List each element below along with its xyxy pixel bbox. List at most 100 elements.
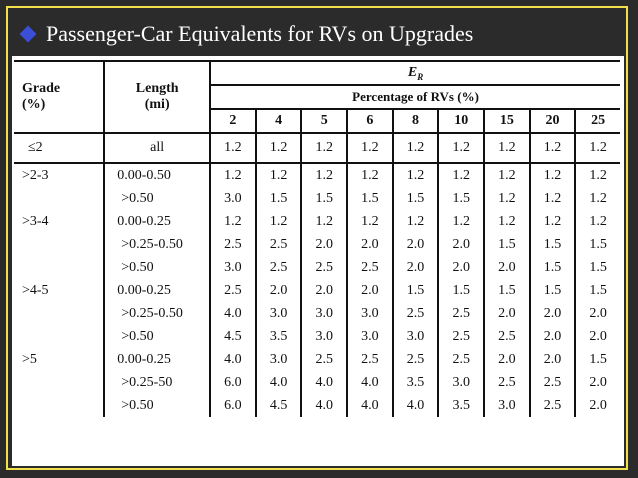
- value-cell: 3.0: [391, 325, 439, 348]
- value-cell: 1.2: [346, 133, 393, 163]
- value-cell: 4.0: [300, 394, 348, 417]
- value-cell: 2.0: [346, 279, 393, 302]
- grade-cell: ≤2: [28, 140, 43, 155]
- value-cell: 1.2: [391, 133, 439, 163]
- value-cell: 2.0: [391, 256, 439, 279]
- value-cell: 3.5: [391, 371, 439, 394]
- value-cell: 1.2: [483, 187, 530, 210]
- table-row: >0.50 3.0 2.5 2.5 2.5 2.0 2.0 2.0 1.5 1.5: [14, 256, 620, 279]
- value-cell: 2.5: [300, 256, 348, 279]
- value-cell: 1.2: [528, 133, 576, 163]
- value-cell: 4.0: [254, 371, 302, 394]
- value-cell: 3.0: [300, 302, 348, 325]
- value-cell: 4.5: [254, 394, 302, 417]
- value-cell: 4.5: [209, 325, 256, 348]
- value-cell: 3.0: [209, 187, 256, 210]
- grade-cell: [14, 187, 104, 210]
- value-cell: 3.0: [483, 394, 530, 417]
- grade-cell: [14, 233, 104, 256]
- value-cell: 1.2: [528, 210, 576, 233]
- value-cell: 3.0: [437, 371, 485, 394]
- pce-table: Grade (%) Length (mi) ER Percentage of R…: [14, 60, 620, 417]
- value-cell: 1.2: [574, 163, 620, 187]
- grade-cell: >3-4: [22, 214, 49, 229]
- value-cell: 1.5: [574, 279, 620, 302]
- value-cell: 1.5: [483, 279, 530, 302]
- length-cell: >0.50: [103, 394, 211, 417]
- table-row: ≤2 all 1.2 1.2 1.2 1.2 1.2 1.2 1.2 1.2 1.2: [14, 133, 620, 163]
- percentage-row: 2 4 5 6 8 10 15 20 25: [14, 109, 620, 133]
- value-cell: 2.0: [391, 233, 439, 256]
- value-cell: 2.5: [483, 371, 530, 394]
- value-cell: 1.2: [528, 187, 576, 210]
- value-cell: 3.5: [437, 394, 485, 417]
- value-cell: 2.0: [300, 233, 348, 256]
- percentage-col-2: 2: [209, 109, 256, 133]
- value-cell: 1.2: [300, 210, 348, 233]
- value-cell: 1.2: [437, 210, 485, 233]
- percentage-col-4: 4: [254, 109, 302, 133]
- value-cell: 1.5: [391, 279, 439, 302]
- value-cell: 2.0: [574, 325, 620, 348]
- table-row: >5 0.00-0.25 4.0 3.0 2.5 2.5 2.5 2.5 2.0 2.0 1.5: [14, 348, 620, 371]
- percentage-header: Percentage of RVs (%): [209, 85, 620, 110]
- value-cell: 1.2: [209, 210, 256, 233]
- length-cell: 0.00-0.25: [103, 210, 211, 233]
- value-cell: 2.5: [209, 279, 256, 302]
- value-cell: 2.0: [300, 279, 348, 302]
- value-cell: 1.2: [483, 210, 530, 233]
- grade-cell: >4-5: [22, 283, 49, 298]
- value-cell: 2.5: [254, 256, 302, 279]
- value-cell: 2.5: [437, 302, 485, 325]
- value-cell: 1.5: [574, 233, 620, 256]
- title-bar: Passenger-Car Equivalents for RVs on Upg…: [12, 14, 624, 54]
- table-row: >0.50 3.0 1.5 1.5 1.5 1.5 1.5 1.2 1.2 1.2: [14, 187, 620, 210]
- value-cell: 1.2: [574, 210, 620, 233]
- value-cell: 1.2: [574, 187, 620, 210]
- value-cell: 3.0: [346, 302, 393, 325]
- table-row: >3-4 0.00-0.25 1.2 1.2 1.2 1.2 1.2 1.2 1.2 1.2 1.2: [14, 210, 620, 233]
- value-cell: 1.5: [528, 233, 576, 256]
- value-cell: 2.5: [209, 233, 256, 256]
- value-cell: 1.2: [483, 163, 530, 187]
- value-cell: 1.5: [528, 256, 576, 279]
- table-row: >0.25-0.50 2.5 2.5 2.0 2.0 2.0 2.0 1.5 1.5 1.5: [14, 233, 620, 256]
- table-panel: Grade (%) Length (mi) ER Percentage of R…: [12, 56, 624, 466]
- value-cell: 2.0: [483, 256, 530, 279]
- grade-cell: >5: [22, 352, 37, 367]
- value-cell: 1.5: [483, 233, 530, 256]
- value-cell: 1.5: [528, 279, 576, 302]
- value-cell: 2.5: [391, 302, 439, 325]
- value-cell: 6.0: [209, 371, 256, 394]
- percentage-col-15: 15: [483, 109, 530, 133]
- grade-cell: [14, 302, 104, 325]
- table-row: >0.25-0.50 4.0 3.0 3.0 3.0 2.5 2.5 2.0 2.0 2.0: [14, 302, 620, 325]
- table-row: >0.25-50 6.0 4.0 4.0 4.0 3.5 3.0 2.5 2.5 2.0: [14, 371, 620, 394]
- length-cell: >0.50: [103, 325, 211, 348]
- value-cell: 1.5: [437, 279, 485, 302]
- value-cell: 4.0: [209, 348, 256, 371]
- value-cell: 2.5: [300, 348, 348, 371]
- length-header: Length (mi): [103, 61, 211, 133]
- length-cell: >0.50: [103, 256, 211, 279]
- value-cell: 3.0: [346, 325, 393, 348]
- table-body: ≤2 all 1.2 1.2 1.2 1.2 1.2 1.2 1.2 1.2 1.2 >2-3 0.00…: [14, 133, 620, 417]
- percentage-col-6: 6: [346, 109, 393, 133]
- grade-header: Grade (%): [14, 61, 104, 133]
- grade-cell: >2-3: [22, 168, 49, 183]
- value-cell: 2.5: [528, 371, 576, 394]
- length-cell: 0.00-0.25: [103, 348, 211, 371]
- length-cell: 0.00-0.50: [103, 163, 211, 187]
- value-cell: 4.0: [346, 394, 393, 417]
- value-cell: 2.5: [437, 325, 485, 348]
- value-cell: 1.2: [437, 133, 485, 163]
- value-cell: 3.0: [254, 348, 302, 371]
- length-header-unit: (mi): [144, 97, 170, 112]
- value-cell: 1.2: [437, 163, 485, 187]
- value-cell: 2.0: [483, 302, 530, 325]
- value-cell: 1.2: [254, 210, 302, 233]
- value-cell: 1.2: [574, 133, 620, 163]
- slide-title: Passenger-Car Equivalents for RVs on Upg…: [46, 21, 474, 46]
- value-cell: 1.5: [574, 256, 620, 279]
- value-cell: 4.0: [300, 371, 348, 394]
